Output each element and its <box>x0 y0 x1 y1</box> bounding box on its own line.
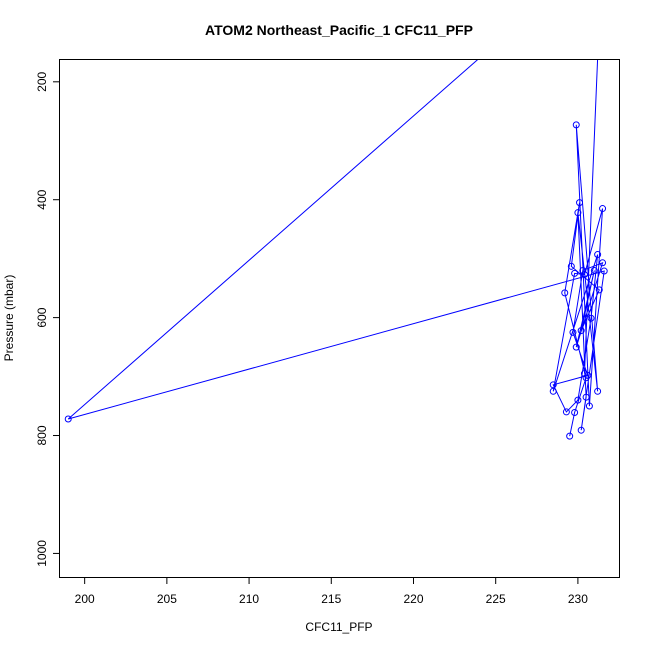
data-point <box>594 387 602 395</box>
data-point <box>580 370 588 378</box>
data-point <box>572 121 580 129</box>
x-tick-label: 210 <box>239 592 259 606</box>
data-point <box>599 259 607 267</box>
data-point <box>64 415 72 423</box>
data-point <box>600 267 608 275</box>
y-axis: 200 400 600 800 1000 <box>35 71 60 567</box>
data-point <box>571 409 579 417</box>
data-point <box>576 199 584 207</box>
chart-title: ATOM2 Northeast_Pacific_1 CFC11_PFP <box>205 22 473 38</box>
x-tick-label: 215 <box>321 592 341 606</box>
data-point <box>587 314 595 322</box>
data-point <box>567 262 575 270</box>
data-point <box>574 396 582 404</box>
data-point <box>572 343 580 351</box>
data-point <box>577 426 585 434</box>
x-tick-label: 225 <box>486 592 506 606</box>
data-point <box>574 209 582 217</box>
y-tick-label: 400 <box>35 189 49 209</box>
data-point <box>569 328 577 336</box>
data-point <box>582 393 590 401</box>
data-point <box>562 408 570 416</box>
plot-area <box>64 60 608 440</box>
data-point <box>577 327 585 335</box>
x-tick-label: 230 <box>568 592 588 606</box>
data-point <box>580 271 588 279</box>
data-point <box>595 286 603 294</box>
data-point <box>571 269 579 277</box>
y-tick-label: 1000 <box>35 540 49 567</box>
data-point <box>584 371 592 379</box>
data-point <box>599 205 607 213</box>
series-line <box>67 60 605 437</box>
x-tick-label: 205 <box>157 592 177 606</box>
data-point <box>594 251 602 259</box>
x-axis: 200 205 210 215 220 225 230 <box>75 577 588 606</box>
x-axis-label: CFC11_PFP <box>305 620 372 634</box>
x-tick-label: 200 <box>75 592 95 606</box>
data-point <box>566 432 574 440</box>
y-axis-label: Pressure (mbar) <box>2 275 16 362</box>
data-point <box>585 402 593 410</box>
y-tick-label: 200 <box>35 71 49 91</box>
x-tick-label: 220 <box>403 592 423 606</box>
data-point <box>579 266 587 274</box>
plot-frame <box>59 59 620 578</box>
data-point <box>590 266 598 274</box>
data-point <box>549 387 557 395</box>
data-point <box>561 289 569 297</box>
y-tick-label: 800 <box>35 425 49 445</box>
y-tick-label: 600 <box>35 307 49 327</box>
